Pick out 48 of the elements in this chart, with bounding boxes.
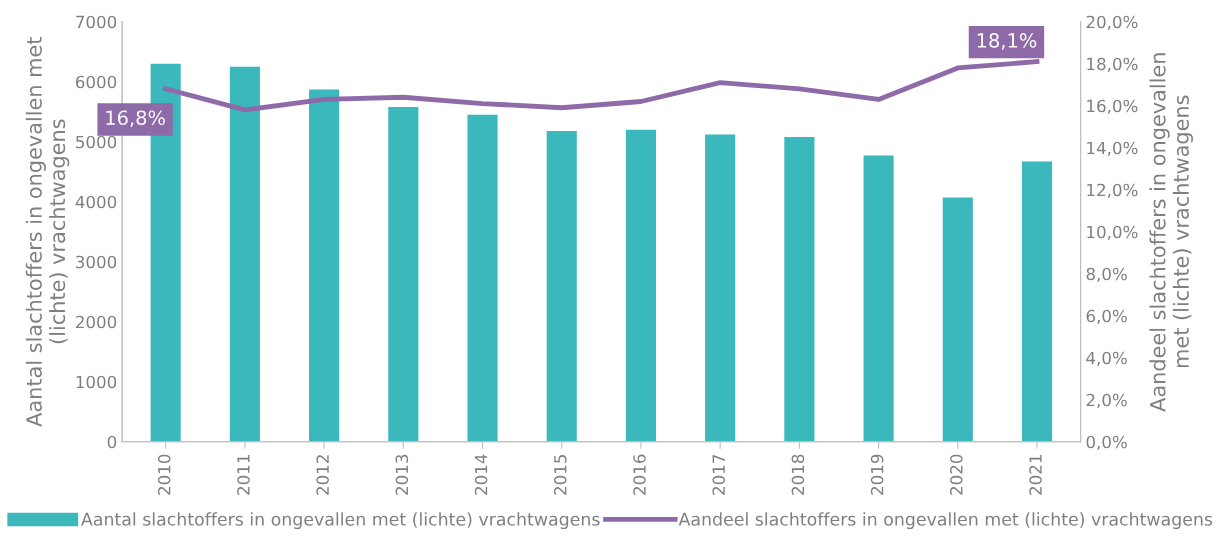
y-tick-label: 2000 <box>76 315 117 329</box>
y2-tick-label: 0,0% <box>1086 435 1127 450</box>
y2-tick-label: 20,0% <box>1086 15 1138 30</box>
bar <box>784 136 815 442</box>
bar <box>388 106 419 442</box>
bar <box>1021 161 1053 442</box>
y-tick-label: 4000 <box>75 195 117 209</box>
x-tick-label: 2016 <box>633 454 646 495</box>
y2-tick-label: 16,0% <box>1087 99 1138 114</box>
y2-axis-title: Aandeel slachtoffers in ongevallen met (lichte) vrachtwagens <box>1149 53 1193 412</box>
x-tick-label: 2012 <box>316 455 329 495</box>
x-tick-label: 2015 <box>553 454 567 495</box>
y2-tick-label: 4,0% <box>1086 351 1127 366</box>
y2-tick-label: 2,0% <box>1086 393 1127 408</box>
y2-tick-label: 8,0% <box>1086 267 1127 282</box>
bar <box>309 89 340 442</box>
bar <box>863 155 894 442</box>
x-tick-label: 2021 <box>1029 455 1042 495</box>
y2-tick-label: 12,0% <box>1087 183 1138 198</box>
x-tick-label: 2018 <box>791 454 805 495</box>
bar <box>467 114 498 442</box>
data-label: 16,8% <box>106 110 165 128</box>
x-tick-label: 2013 <box>395 454 409 495</box>
x-tick-label: 2019 <box>870 454 884 495</box>
y-tick-label: 5000 <box>76 135 117 149</box>
y-tick-label: 1000 <box>76 375 117 389</box>
bar <box>705 134 736 442</box>
x-tick-label: 2014 <box>474 454 488 495</box>
y2-tick-label: 6,0% <box>1086 309 1127 324</box>
bar <box>229 66 260 442</box>
bar <box>546 130 577 442</box>
bar <box>625 129 656 442</box>
x-tick-label: 2017 <box>712 454 725 495</box>
y2-tick-label: 18,0% <box>1087 57 1138 72</box>
x-tick-label: 2010 <box>157 454 171 495</box>
y2-tick-label: 14,0% <box>1087 141 1138 156</box>
y-tick-label: 3000 <box>76 255 117 269</box>
bar <box>942 197 973 442</box>
y-tick-label: 6000 <box>75 75 117 89</box>
data-label: 18,1% <box>977 33 1037 50</box>
y-tick-label: 0 <box>107 435 117 449</box>
y2-tick-label: 10,0% <box>1087 225 1138 240</box>
legend-label: Aandeel slachtoffers in ongevallen met (lichte) vrachtwagens <box>678 512 1213 530</box>
y-tick-label: 7000 <box>76 15 117 29</box>
y-axis-title: Aantal slachtoffers in ongevallen met (lichte) vrachtwagens <box>25 37 70 427</box>
x-tick-label: 2020 <box>950 454 963 495</box>
x-tick-label: 2011 <box>237 455 250 495</box>
legend-label: Aantal slachtoffers in ongevallen met (lichte) vrachtwagens <box>81 512 600 530</box>
